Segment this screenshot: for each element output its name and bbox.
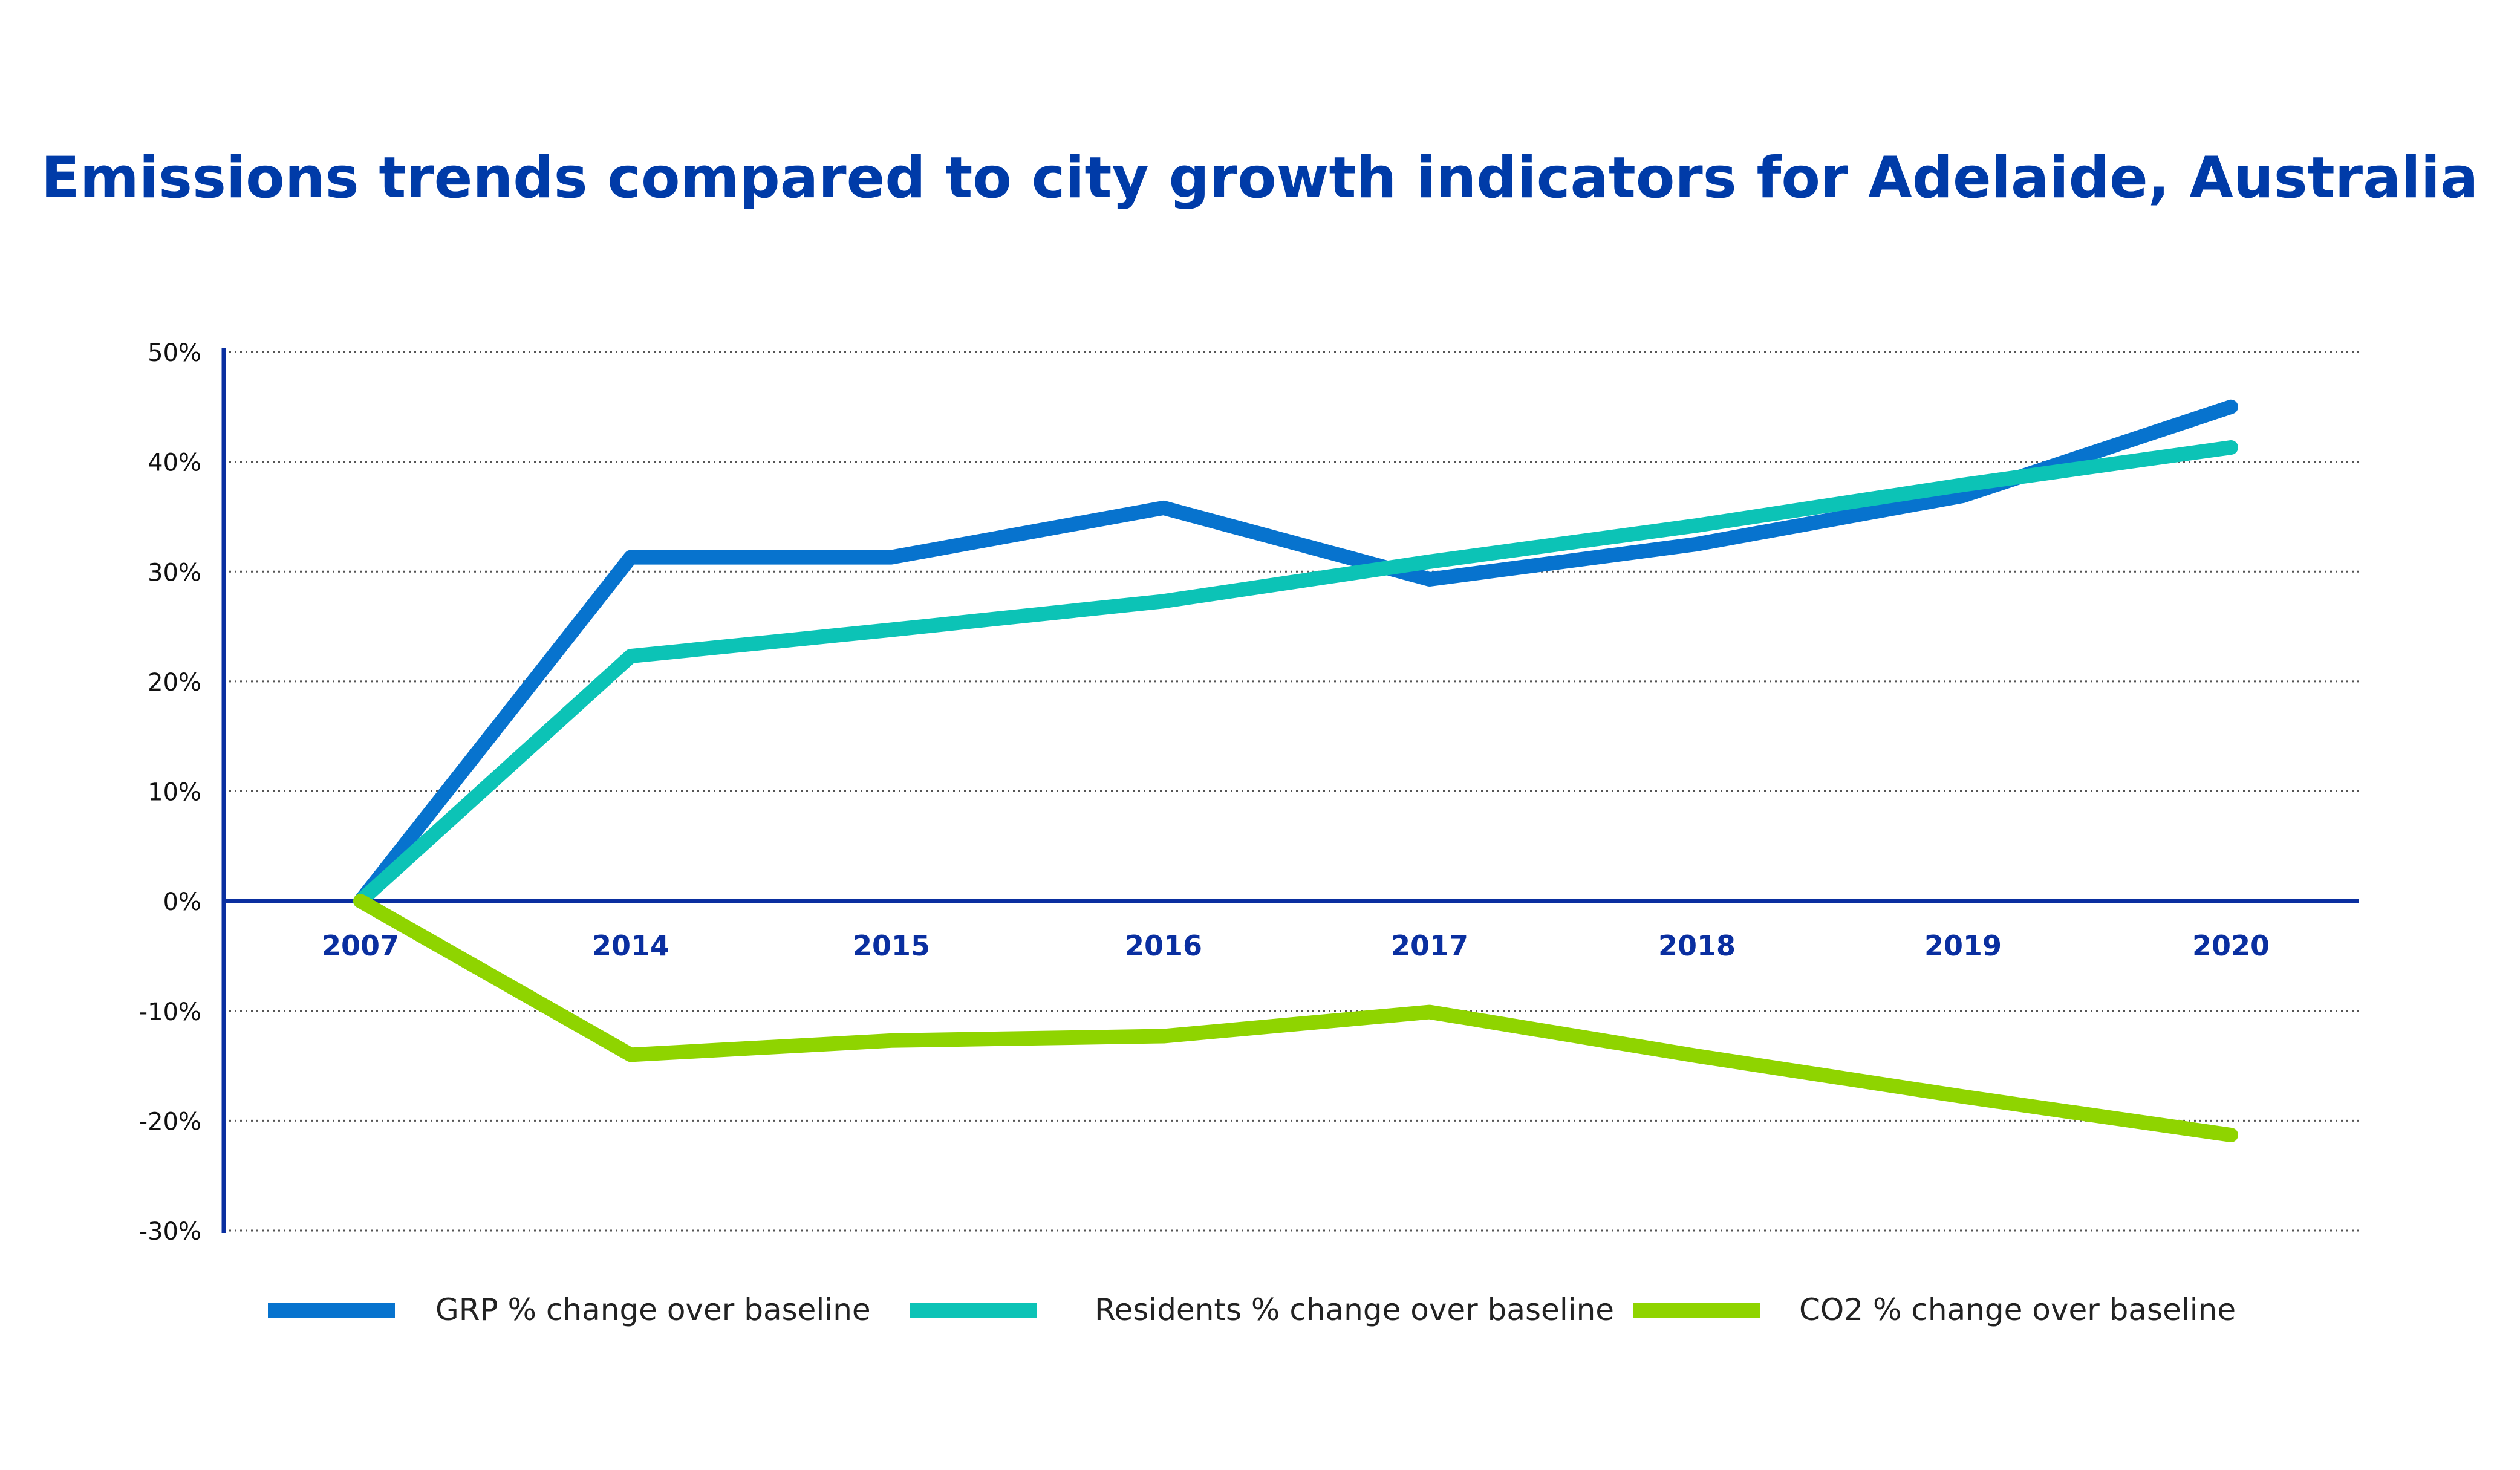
y-tick-label: -10% <box>139 998 201 1026</box>
legend-label: CO2 % change over baseline <box>1799 1292 2236 1327</box>
y-tick-label: 0% <box>163 888 201 916</box>
x-tick-label: 2020 <box>2192 929 2270 962</box>
x-tick-label: 2018 <box>1658 929 1736 962</box>
y-tick-label: 20% <box>148 669 201 697</box>
x-tick-label: 2014 <box>592 929 669 962</box>
series-line-1 <box>353 399 2238 909</box>
y-tick-label: -20% <box>139 1108 201 1136</box>
x-tick-label: 2017 <box>1391 929 1468 962</box>
chart-title: Emissions trends compared to city growth… <box>41 145 2479 211</box>
legend-label: Residents % change over baseline <box>1095 1292 1614 1327</box>
y-tick-label: 10% <box>148 779 201 807</box>
x-tick-label: 2016 <box>1125 929 1202 962</box>
series-line-3 <box>353 894 2238 1142</box>
x-tick-label: 2019 <box>1924 929 2002 962</box>
legend-label: GRP % change over baseline <box>435 1292 871 1327</box>
x-tick-label: 2007 <box>322 929 399 962</box>
y-tick-label: 30% <box>148 559 201 587</box>
y-tick-label: 50% <box>148 339 201 367</box>
y-tick-label: 40% <box>148 449 201 477</box>
x-tick-label: 2015 <box>853 929 930 962</box>
y-tick-label: -30% <box>139 1218 201 1246</box>
series-line-2 <box>353 440 2238 909</box>
